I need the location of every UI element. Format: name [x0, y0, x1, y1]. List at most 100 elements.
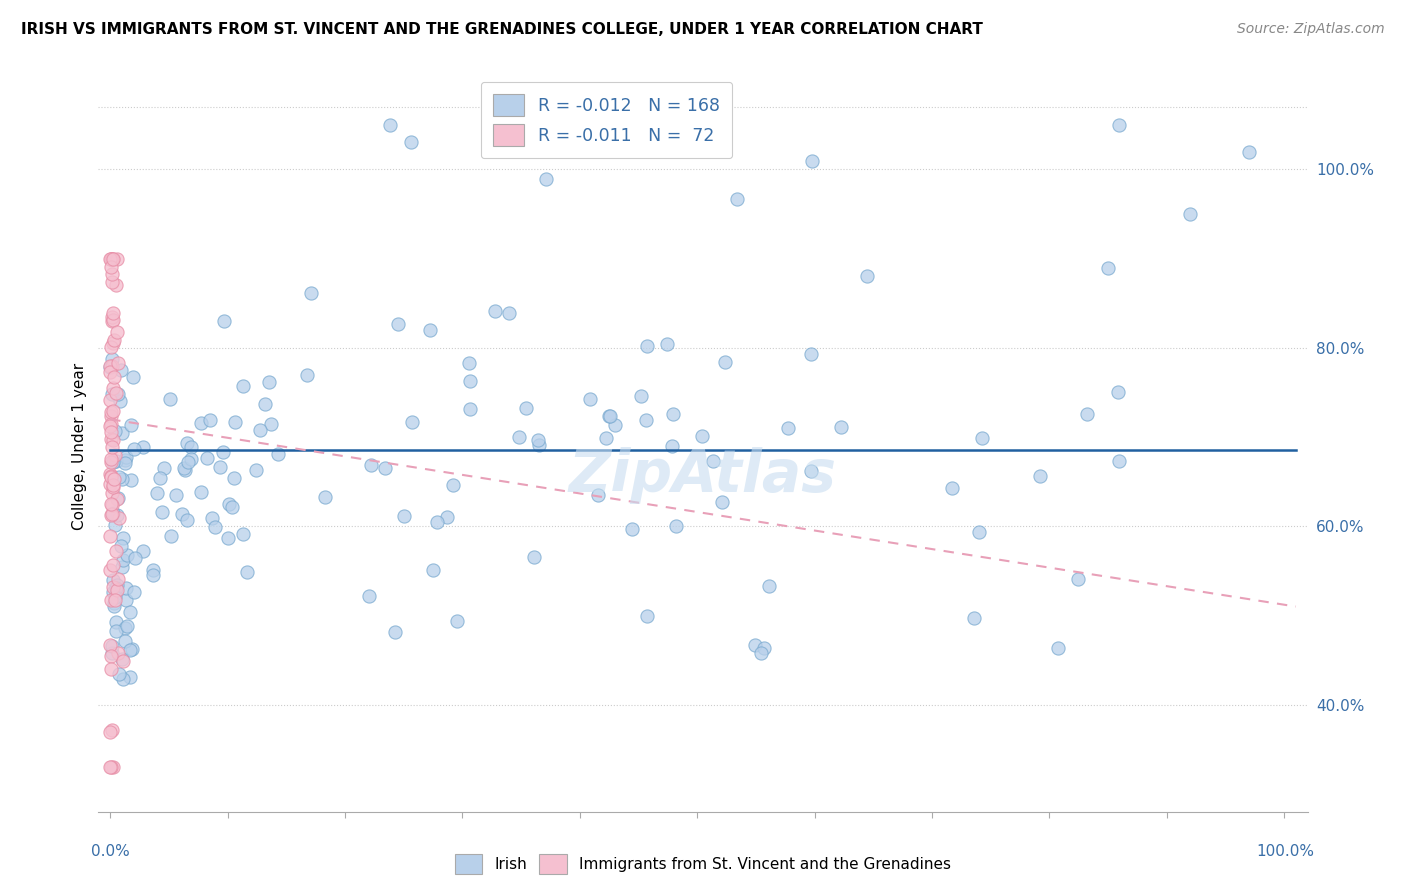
Point: [249, 423, 271, 437]
Point: [630, 389, 652, 403]
Point: [105, 615, 128, 630]
Point: [800, 347, 823, 361]
Point: [107, 666, 129, 681]
Point: [160, 529, 183, 543]
Point: [100, 405, 122, 419]
Point: [98, 477, 121, 491]
Point: [98, 252, 121, 266]
Point: [100, 563, 122, 577]
Point: [149, 471, 172, 485]
Point: [359, 589, 381, 603]
Point: [100, 432, 122, 446]
Point: [107, 387, 129, 401]
Point: [100, 648, 122, 663]
Point: [830, 420, 852, 434]
Point: [725, 192, 748, 206]
Point: [104, 454, 127, 468]
Point: [132, 543, 155, 558]
Point: [120, 670, 142, 684]
Point: [98, 365, 121, 379]
Point: [100, 468, 122, 483]
Point: [104, 517, 127, 532]
Point: [200, 412, 222, 426]
Point: [108, 394, 131, 409]
Point: [152, 461, 174, 475]
Point: [176, 513, 198, 527]
Point: [111, 560, 134, 574]
Point: [222, 471, 245, 485]
Point: [107, 646, 129, 660]
Point: [104, 425, 127, 439]
Point: [201, 511, 224, 525]
Point: [100, 417, 122, 431]
Point: [103, 596, 125, 610]
Point: [235, 566, 257, 580]
Point: [515, 401, 537, 415]
Point: [114, 453, 136, 467]
Point: [259, 417, 281, 431]
Point: [105, 278, 128, 293]
Point: [111, 472, 134, 486]
Point: [1097, 260, 1119, 275]
Point: [195, 450, 218, 465]
Point: [114, 582, 136, 596]
Point: [253, 397, 276, 411]
Point: [436, 510, 458, 524]
Point: [754, 641, 776, 656]
Legend: Irish, Immigrants from St. Vincent and the Grenadines: Irish, Immigrants from St. Vincent and t…: [449, 848, 957, 880]
Point: [101, 646, 124, 660]
Point: [100, 386, 122, 401]
Text: ZipAtlas: ZipAtlas: [569, 447, 837, 504]
Point: [636, 608, 658, 623]
Point: [107, 356, 129, 370]
Point: [1107, 385, 1129, 400]
Point: [758, 579, 780, 593]
Point: [100, 467, 122, 481]
Point: [105, 583, 128, 598]
Point: [180, 440, 202, 454]
Point: [101, 558, 124, 572]
Point: [603, 418, 626, 433]
Point: [100, 662, 122, 676]
Point: [103, 472, 125, 486]
Point: [100, 452, 122, 467]
Point: [458, 401, 481, 416]
Point: [101, 275, 124, 289]
Point: [115, 592, 138, 607]
Point: [104, 386, 127, 401]
Point: [103, 404, 125, 418]
Point: [1180, 207, 1202, 221]
Point: [527, 437, 550, 451]
Point: [100, 409, 122, 423]
Point: [120, 417, 142, 432]
Point: [190, 416, 212, 430]
Point: [180, 451, 202, 466]
Point: [190, 485, 212, 500]
Point: [1067, 572, 1090, 586]
Point: [214, 314, 236, 328]
Point: [100, 592, 122, 607]
Point: [114, 620, 136, 634]
Point: [508, 430, 530, 444]
Point: [105, 577, 128, 591]
Point: [100, 760, 122, 774]
Point: [579, 392, 602, 406]
Point: [100, 508, 122, 522]
Point: [378, 118, 401, 132]
Point: [142, 568, 165, 582]
Point: [1046, 640, 1069, 655]
Point: [661, 439, 683, 453]
Point: [112, 531, 135, 545]
Point: [103, 369, 125, 384]
Point: [221, 500, 243, 515]
Point: [484, 304, 506, 318]
Point: [1108, 454, 1130, 468]
Point: [98, 419, 121, 434]
Point: [392, 509, 415, 524]
Point: [100, 359, 122, 373]
Point: [387, 317, 409, 331]
Point: [103, 599, 125, 613]
Point: [598, 409, 620, 424]
Point: [458, 356, 481, 370]
Point: [132, 441, 155, 455]
